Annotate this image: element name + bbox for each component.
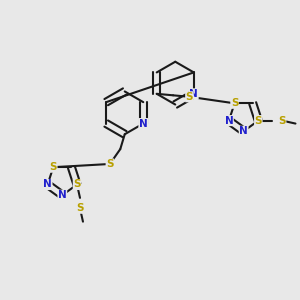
Text: S: S	[278, 116, 286, 126]
Text: N: N	[139, 118, 148, 128]
Text: N: N	[239, 126, 248, 136]
Text: N: N	[189, 89, 198, 99]
Text: S: S	[231, 98, 238, 108]
Text: S: S	[73, 179, 81, 190]
Text: S: S	[186, 92, 193, 102]
Text: N: N	[225, 116, 233, 126]
Text: S: S	[76, 203, 84, 213]
Text: S: S	[50, 162, 57, 172]
Text: N: N	[58, 190, 67, 200]
Text: N: N	[43, 179, 52, 190]
Text: S: S	[255, 116, 262, 126]
Text: S: S	[106, 159, 114, 169]
